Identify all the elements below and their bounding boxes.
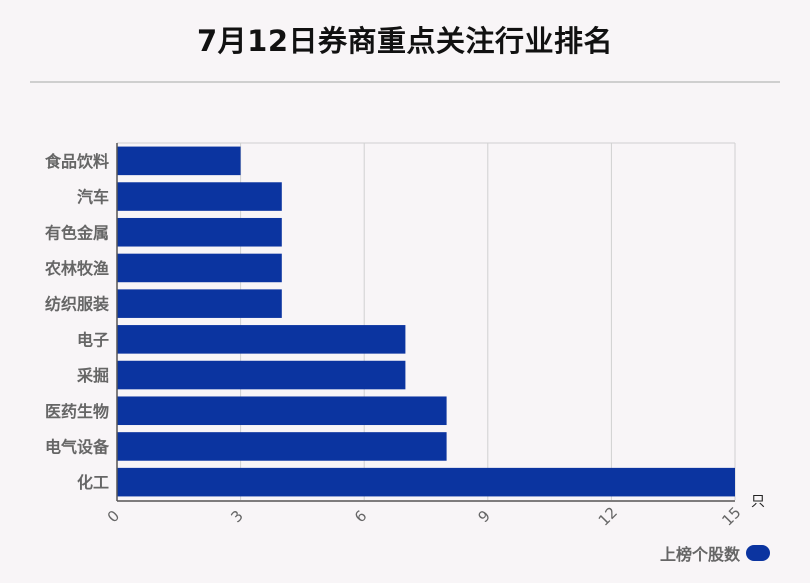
bar[interactable]: [117, 467, 735, 497]
bars: [117, 146, 735, 497]
x-axis-unit: 只: [751, 494, 765, 510]
bar[interactable]: [117, 182, 282, 211]
category-label: 纺织服装: [45, 295, 109, 314]
x-tick-label: 12: [595, 503, 621, 529]
bar[interactable]: [117, 432, 447, 461]
bar[interactable]: [117, 360, 406, 390]
x-tick-label: 9: [475, 507, 494, 526]
category-label: 医药生物: [45, 402, 109, 421]
category-label: 汽车: [77, 188, 109, 207]
bar[interactable]: [117, 289, 282, 318]
axes: [116, 143, 735, 502]
category-label: 食品饮料: [44, 152, 109, 171]
chart-title: 7月12日券商重点关注行业排名: [196, 24, 614, 58]
x-tick-label: 15: [718, 503, 744, 529]
x-tick-label: 3: [227, 507, 246, 526]
category-label: 电气设备: [45, 437, 110, 456]
title-divider: [30, 81, 780, 83]
legend-label: 上榜个股数: [659, 545, 740, 564]
bar[interactable]: [117, 325, 406, 354]
category-label: 电子: [77, 330, 109, 349]
legend[interactable]: 上榜个股数: [660, 541, 770, 565]
bar[interactable]: [117, 146, 241, 176]
category-label: 有色金属: [45, 223, 109, 242]
legend-swatch: [746, 545, 770, 561]
category-label: 采掘: [76, 366, 109, 385]
category-label: 农林牧渔: [44, 259, 109, 278]
x-tick-label: 0: [104, 507, 123, 526]
x-tick-label: 6: [351, 507, 370, 526]
category-label: 化工: [77, 473, 109, 492]
bar[interactable]: [117, 217, 282, 247]
bar[interactable]: [117, 396, 447, 426]
bar[interactable]: [117, 253, 282, 283]
